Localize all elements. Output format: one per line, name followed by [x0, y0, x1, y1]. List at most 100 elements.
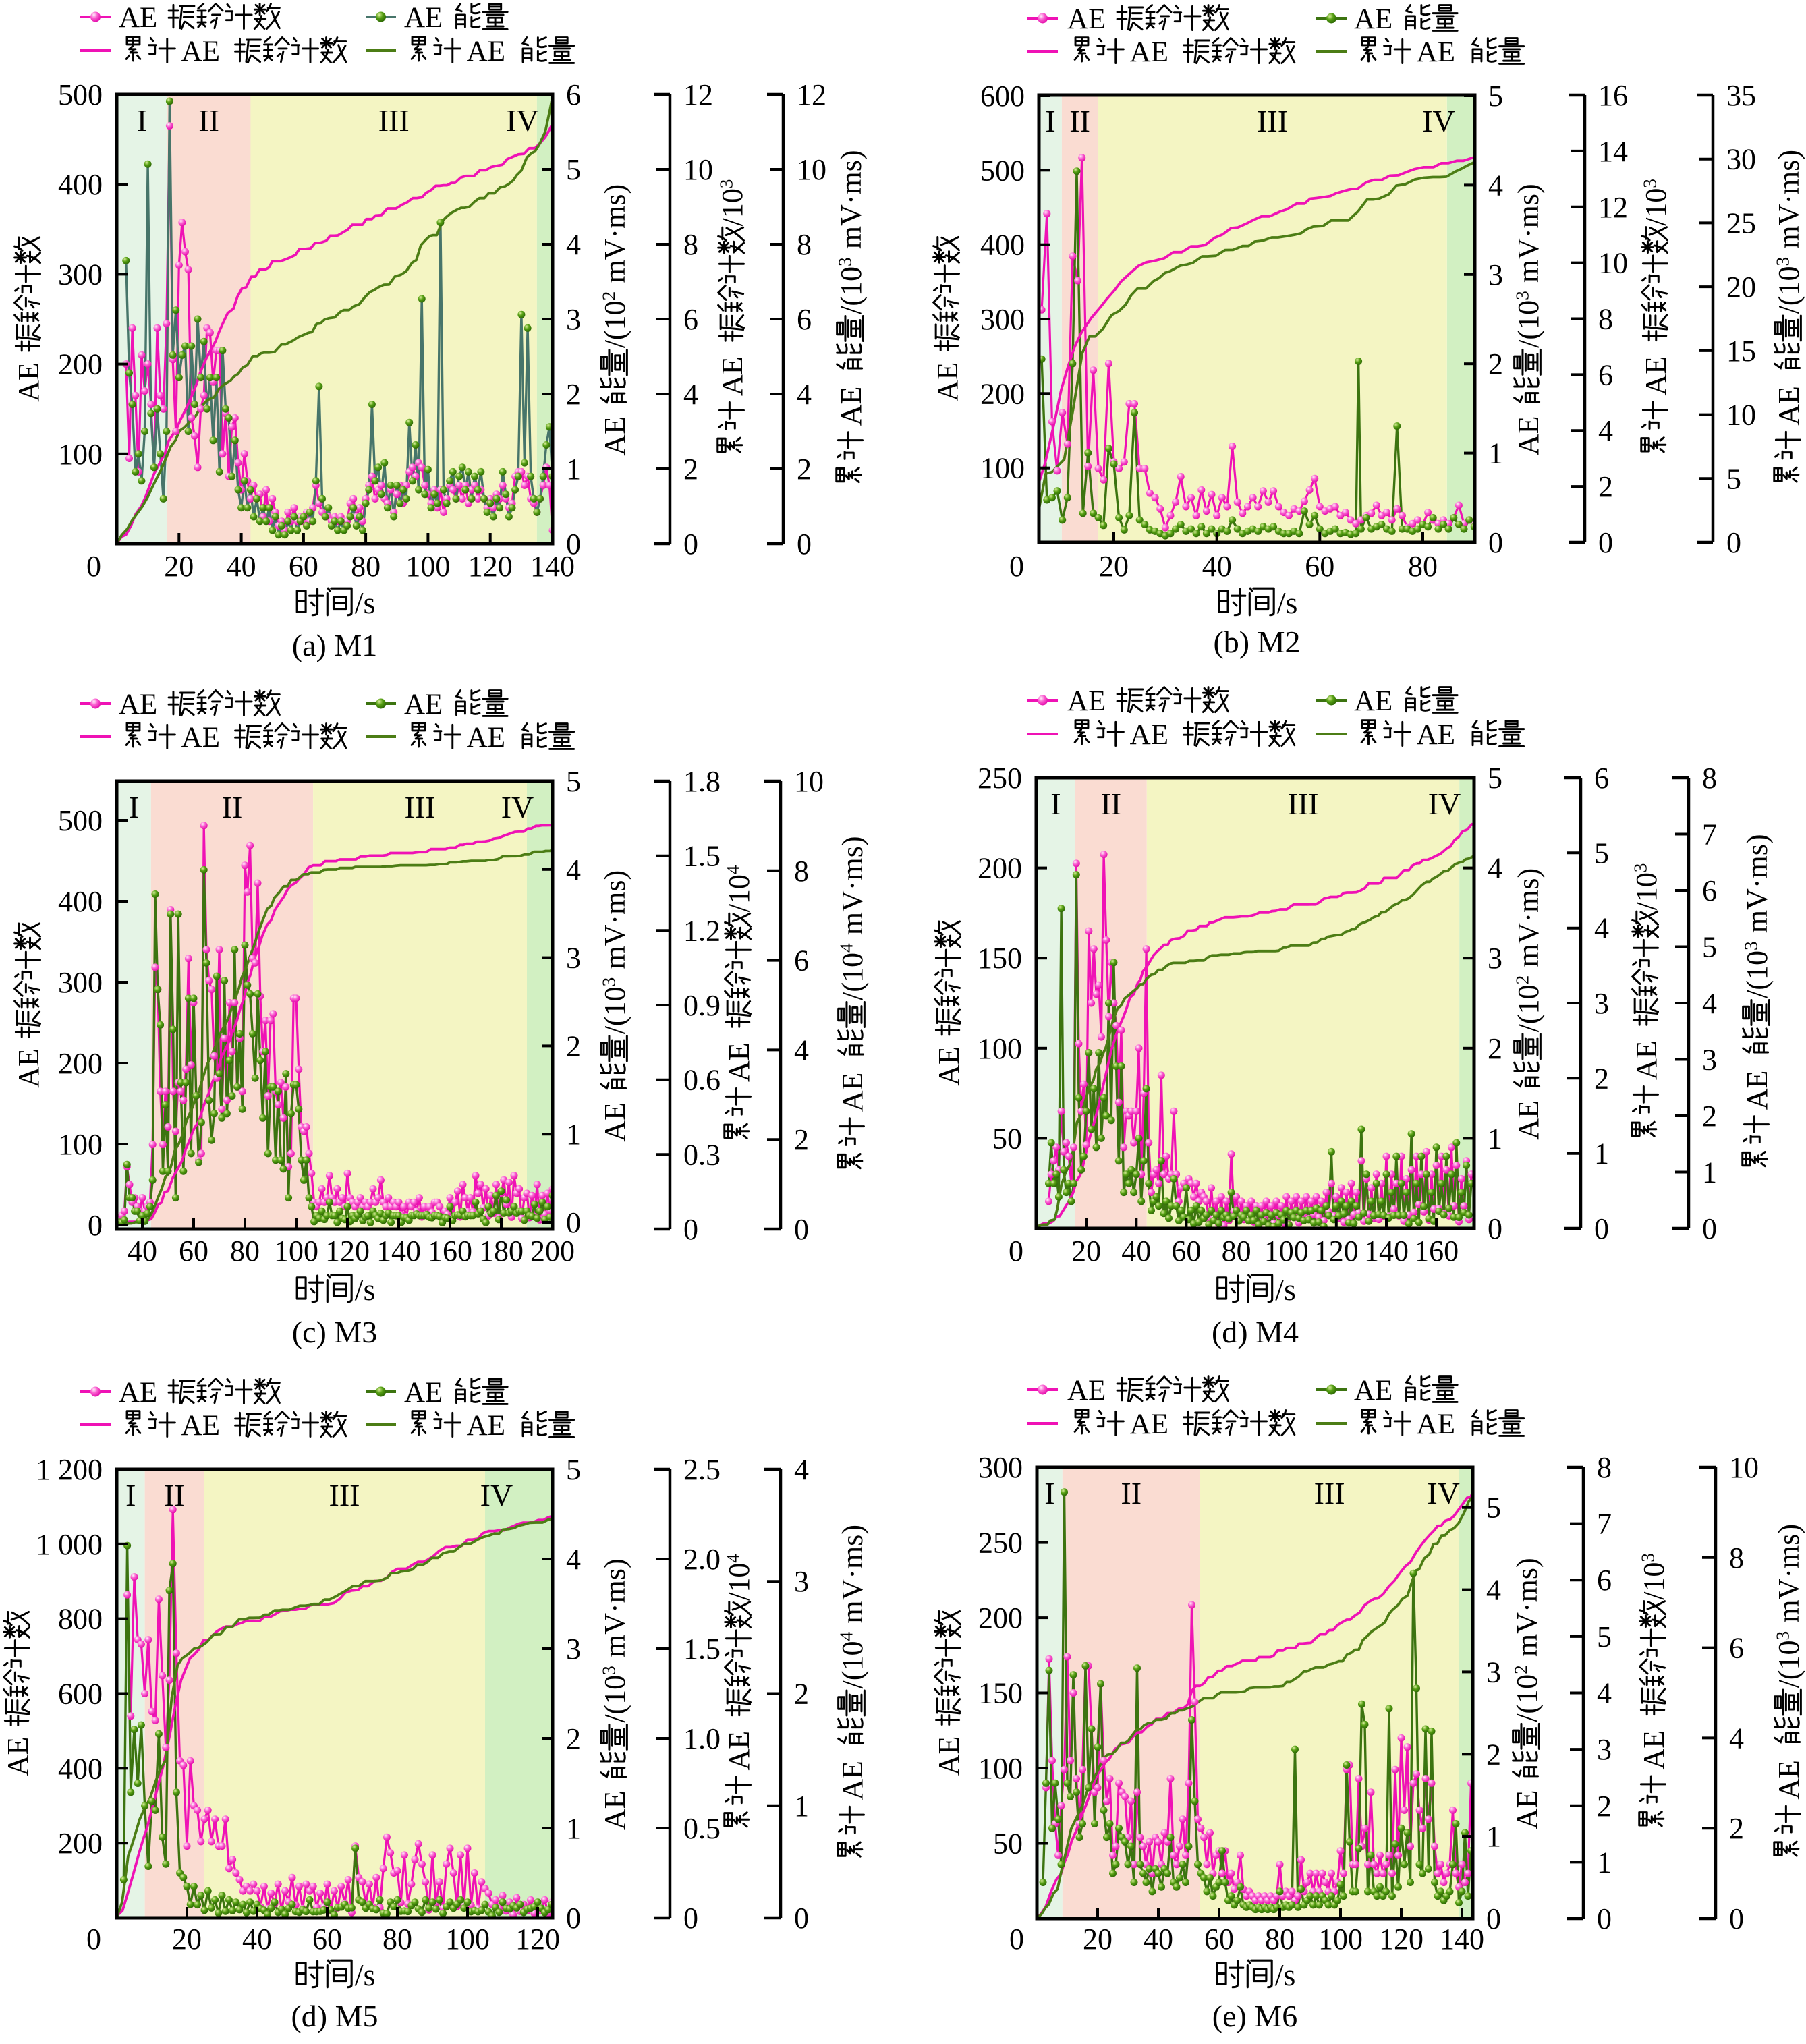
svg-text:AE: AE: [461, 36, 512, 67]
svg-text:2: 2: [1488, 347, 1503, 380]
svg-text:1: 1: [1702, 1156, 1717, 1189]
svg-text:III: III: [1257, 104, 1288, 138]
svg-text:III: III: [405, 790, 436, 824]
svg-text:AE: AE: [1411, 1409, 1462, 1440]
svg-text:IV: IV: [1427, 1476, 1460, 1510]
svg-text:AE: AE: [404, 2, 450, 34]
svg-text:6: 6: [566, 78, 581, 111]
svg-text:12: 12: [683, 78, 713, 111]
svg-text:500: 500: [980, 154, 1025, 187]
svg-text:10: 10: [1598, 247, 1628, 280]
svg-text:80: 80: [351, 550, 380, 583]
svg-text:AE: AE: [119, 1377, 165, 1409]
svg-text:25: 25: [1726, 206, 1756, 239]
svg-text:0: 0: [1009, 1234, 1023, 1268]
svg-text:800: 800: [58, 1603, 103, 1636]
svg-text:/s: /s: [1277, 586, 1298, 620]
svg-text:1: 1: [1486, 1820, 1501, 1853]
svg-text:AE: AE: [836, 1753, 869, 1806]
svg-text:mV·ms): mV·ms): [1772, 1524, 1805, 1630]
svg-text:40: 40: [242, 1923, 272, 1956]
svg-text:AE: AE: [404, 1377, 450, 1409]
svg-text:3: 3: [1772, 1631, 1793, 1641]
svg-text:0: 0: [1729, 1902, 1744, 1935]
svg-text:AE: AE: [723, 1724, 756, 1776]
svg-text:300: 300: [58, 966, 103, 999]
svg-text:2: 2: [1594, 1062, 1609, 1095]
svg-text:(e) M6: (e) M6: [1212, 1999, 1297, 2033]
svg-text:100: 100: [58, 438, 103, 471]
svg-text:0: 0: [1598, 526, 1613, 559]
svg-text:3: 3: [1597, 1733, 1612, 1766]
svg-text:40: 40: [1144, 1923, 1173, 1956]
svg-text:I: I: [125, 1478, 136, 1512]
svg-text:600: 600: [58, 1678, 103, 1711]
svg-text:200: 200: [978, 852, 1022, 885]
svg-text:AE: AE: [461, 722, 512, 754]
svg-text:2: 2: [1702, 1100, 1717, 1133]
svg-text:AE: AE: [716, 349, 749, 401]
svg-text:8: 8: [1598, 303, 1613, 336]
svg-text:2: 2: [797, 453, 812, 486]
svg-text:3: 3: [1702, 1044, 1717, 1077]
svg-text:1: 1: [794, 1790, 809, 1823]
svg-text:1.5: 1.5: [683, 840, 721, 873]
svg-text:AE: AE: [175, 36, 227, 67]
svg-text:4: 4: [836, 1632, 856, 1641]
svg-text:1 200: 1 200: [36, 1453, 103, 1486]
svg-text:50: 50: [993, 1827, 1023, 1861]
svg-text:120: 120: [1314, 1234, 1359, 1268]
svg-text:100: 100: [1318, 1923, 1363, 1956]
svg-text:IV: IV: [1428, 787, 1461, 821]
svg-text:/s: /s: [355, 1272, 376, 1307]
svg-text:/10: /10: [1639, 188, 1672, 226]
svg-text:3: 3: [1488, 942, 1502, 975]
svg-text:(d) M5: (d) M5: [291, 1999, 378, 2033]
svg-text:5: 5: [1597, 1620, 1612, 1653]
svg-text:60: 60: [1171, 1234, 1201, 1268]
svg-text:10: 10: [1726, 399, 1756, 432]
svg-text:100: 100: [445, 1923, 490, 1956]
svg-text:AE: AE: [461, 1410, 512, 1442]
svg-text:40: 40: [1202, 550, 1232, 583]
svg-text:AE: AE: [1354, 3, 1400, 35]
svg-text:AE: AE: [1511, 1783, 1544, 1830]
svg-text:AE: AE: [1354, 1375, 1400, 1407]
svg-text:1 000: 1 000: [36, 1528, 103, 1561]
svg-text:AE: AE: [1354, 685, 1400, 717]
svg-text:0: 0: [86, 1923, 101, 1956]
svg-text:AE: AE: [1772, 1753, 1805, 1805]
svg-text:II: II: [1121, 1476, 1141, 1510]
svg-text:/(10: /(10: [1511, 1674, 1544, 1722]
svg-text:5: 5: [1486, 1492, 1501, 1525]
svg-text:3: 3: [794, 1565, 809, 1598]
svg-text:600: 600: [980, 80, 1025, 113]
svg-text:2.5: 2.5: [683, 1453, 721, 1486]
svg-text:III: III: [329, 1478, 360, 1512]
svg-text:mV·ms): mV·ms): [1741, 834, 1774, 940]
svg-text:2: 2: [1488, 1032, 1502, 1065]
svg-text:2: 2: [566, 378, 581, 411]
svg-text:AE: AE: [1067, 3, 1113, 35]
svg-text:0.5: 0.5: [683, 1812, 721, 1845]
svg-text:4: 4: [723, 1554, 743, 1563]
svg-text:60: 60: [1305, 550, 1334, 583]
svg-text:1.5: 1.5: [683, 1633, 721, 1666]
svg-text:0: 0: [566, 528, 581, 561]
svg-text:140: 140: [530, 550, 575, 583]
svg-text:120: 120: [515, 1923, 560, 1956]
svg-text:20: 20: [1083, 1923, 1112, 1956]
svg-text:4: 4: [566, 853, 581, 886]
svg-text:mV·ms): mV·ms): [836, 1525, 869, 1631]
svg-text:AE: AE: [932, 1039, 965, 1086]
svg-text:250: 250: [978, 762, 1022, 795]
svg-text:500: 500: [58, 78, 103, 111]
svg-text:AE: AE: [1639, 349, 1672, 401]
svg-text:35: 35: [1726, 79, 1756, 112]
svg-text:8: 8: [794, 855, 809, 888]
svg-text:II: II: [222, 790, 243, 824]
svg-text:AE: AE: [723, 1035, 756, 1087]
svg-text:AE: AE: [1, 1730, 34, 1777]
svg-text:AE: AE: [1124, 1409, 1175, 1440]
svg-text:/s: /s: [1275, 1272, 1296, 1307]
